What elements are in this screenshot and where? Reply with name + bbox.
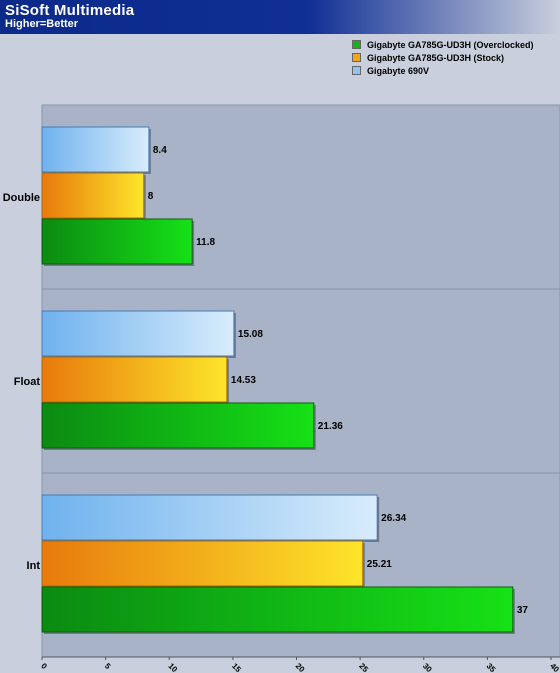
value-label-int-690v: 26.34 xyxy=(381,513,406,524)
x-tick-label: 0 xyxy=(39,661,49,671)
value-label-float-690v: 15.08 xyxy=(238,329,263,340)
x-tick-label: 15 xyxy=(230,661,243,673)
bar-double-overclocked xyxy=(41,218,193,265)
bar-float-690v xyxy=(41,310,235,357)
bar-int-overclocked xyxy=(41,586,514,633)
bar-float-stock xyxy=(41,356,228,403)
value-label-float-overclocked: 21.36 xyxy=(318,421,343,432)
legend-item-overclocked: Gigabyte GA785G-UD3H (Overclocked) xyxy=(352,38,534,51)
legend-label-overclocked: Gigabyte GA785G-UD3H (Overclocked) xyxy=(367,39,534,50)
chart-header: SiSoft Multimedia Higher=Better xyxy=(0,0,560,34)
bar-int-690v xyxy=(41,494,378,541)
value-label-double-overclocked: 11.8 xyxy=(196,237,215,248)
chart-subtitle: Higher=Better xyxy=(5,18,79,30)
x-tick-label: 10 xyxy=(166,661,179,673)
category-label-double: Double xyxy=(3,192,40,204)
category-label-float: Float xyxy=(14,376,41,388)
x-tick-label: 30 xyxy=(421,661,434,673)
value-label-double-690v: 8.4 xyxy=(153,145,167,156)
bar-float-overclocked xyxy=(41,402,315,449)
x-tick-label: 20 xyxy=(294,661,307,673)
x-tick-label: 25 xyxy=(357,661,370,673)
legend-swatch-overclocked xyxy=(352,40,361,49)
value-label-float-stock: 14.53 xyxy=(231,375,256,386)
bar-int-stock xyxy=(41,540,364,587)
legend-item-stock: Gigabyte GA785G-UD3H (Stock) xyxy=(352,51,534,64)
legend-label-stock: Gigabyte GA785G-UD3H (Stock) xyxy=(367,52,505,63)
x-tick-label: 40 xyxy=(548,661,560,673)
value-label-int-overclocked: 37 xyxy=(517,605,529,616)
x-tick-label: 5 xyxy=(103,661,113,671)
chart-legend: Gigabyte GA785G-UD3H (Overclocked) Gigab… xyxy=(352,38,534,77)
legend-swatch-stock xyxy=(352,53,361,62)
legend-item-690v: Gigabyte 690V xyxy=(352,64,534,77)
bar-double-690v xyxy=(41,126,150,173)
legend-swatch-690v xyxy=(352,66,361,75)
bar-double-stock xyxy=(41,172,145,219)
x-tick-label: 35 xyxy=(485,661,498,673)
category-label-int: Int xyxy=(27,560,41,572)
value-label-double-stock: 8 xyxy=(148,191,154,202)
legend-label-690v: Gigabyte 690V xyxy=(367,65,430,76)
value-label-int-stock: 25.21 xyxy=(367,559,392,570)
chart-title: SiSoft Multimedia xyxy=(5,2,135,19)
